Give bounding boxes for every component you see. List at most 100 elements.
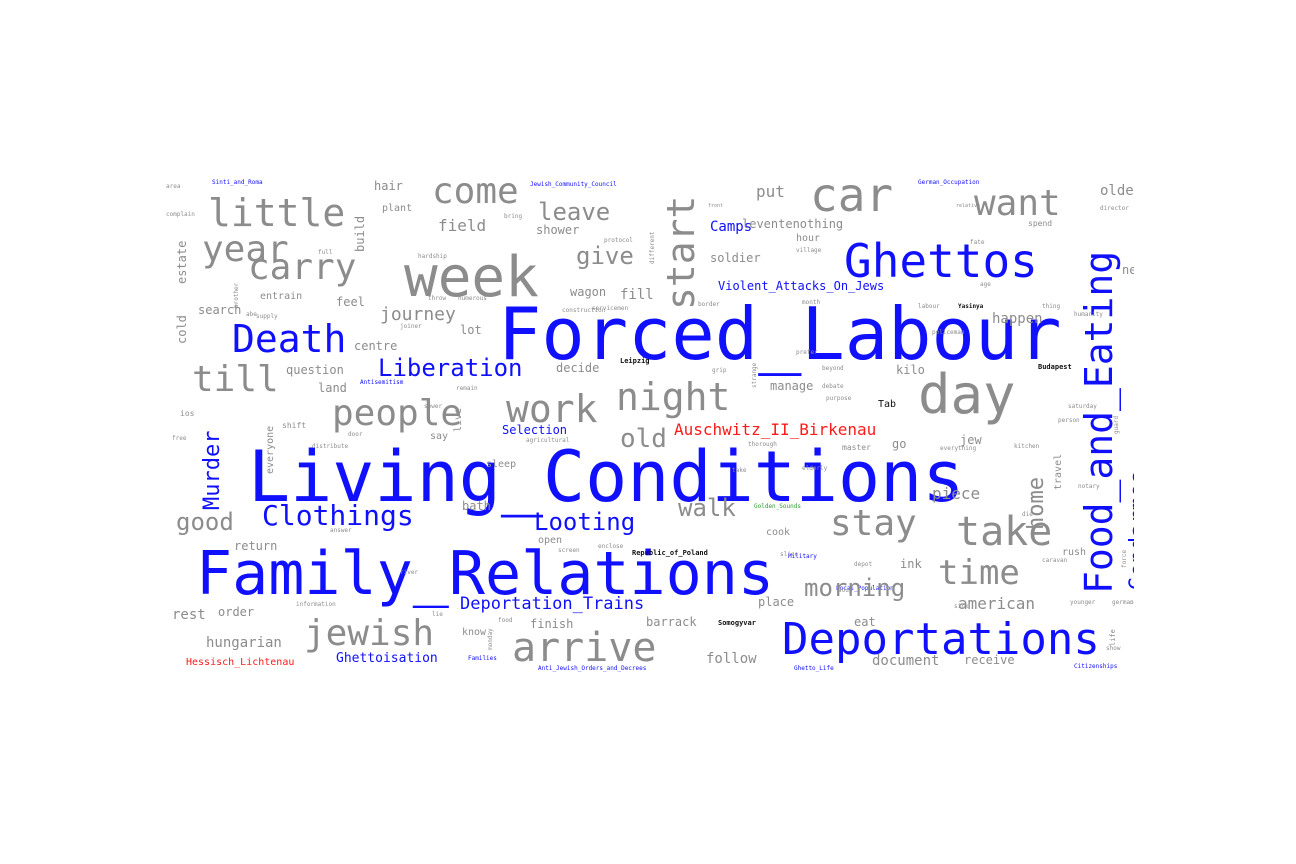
word: debate [822, 383, 844, 390]
word: order [218, 605, 255, 619]
word: master [842, 443, 871, 452]
word: food [498, 617, 513, 624]
word: brother [233, 282, 240, 308]
word: car [810, 172, 894, 222]
word: soldier [710, 251, 761, 265]
word: Deportation_Trains [460, 594, 645, 614]
word: manage [770, 379, 814, 393]
word: strange [751, 362, 758, 388]
word: hardship [418, 253, 447, 260]
word: Military [788, 553, 817, 560]
word: finish [530, 617, 574, 631]
word: door [348, 431, 363, 438]
word: estate [175, 240, 189, 284]
word: Antisemitism [360, 379, 404, 386]
word: person [1058, 417, 1080, 424]
word: bring [504, 213, 523, 220]
word: show [1106, 645, 1121, 652]
word: Jewish_Community_Council [530, 181, 617, 188]
word: give [576, 242, 634, 270]
word: full [318, 249, 333, 256]
word: Somogyvar [718, 619, 756, 627]
word: eat [854, 615, 876, 629]
word: stay [830, 503, 917, 544]
word: remain [456, 385, 478, 392]
word: know [462, 627, 487, 638]
word: fill [620, 287, 654, 303]
word: life [1109, 629, 1117, 646]
word: ink [900, 557, 922, 571]
word: arrive [512, 625, 657, 671]
word: old [620, 424, 667, 454]
word: jew [960, 433, 982, 447]
word: rest [172, 607, 206, 623]
word: Death [232, 317, 347, 361]
word: Hessisch_Lichtenau [186, 657, 295, 668]
word: leave [538, 198, 611, 226]
word: take [732, 467, 747, 474]
word: fate [970, 239, 985, 246]
word: thing [1042, 303, 1061, 310]
word: Violent_Attacks_On_Jews [718, 279, 885, 293]
word: Budapest [1038, 363, 1072, 371]
word: need [1122, 263, 1134, 277]
word: day [918, 363, 1016, 426]
word: purpose [826, 395, 852, 402]
word: area [166, 183, 181, 190]
word: younger [1070, 599, 1096, 606]
word: Clothings [262, 499, 414, 532]
word: kilo [896, 363, 925, 377]
word: time [938, 553, 1020, 593]
word: decide [556, 361, 600, 375]
word: age [980, 281, 991, 288]
word: hour [796, 233, 821, 244]
word: go [892, 437, 907, 451]
word: everyone [265, 425, 276, 474]
word: Leipzig [620, 357, 650, 365]
word: German_Occupation [918, 179, 980, 186]
word: protocol [604, 237, 633, 244]
word: open [538, 535, 563, 546]
word: front [708, 203, 724, 209]
word: Looting [534, 508, 636, 536]
word: carry [248, 247, 357, 288]
word: information [296, 601, 336, 608]
word: plant [382, 203, 413, 214]
word: week [404, 245, 539, 310]
word: entrain [260, 291, 303, 302]
word: leventenothing [742, 217, 844, 231]
word: screen [558, 547, 580, 554]
word: labour [918, 303, 940, 310]
word: field [438, 216, 487, 235]
word: jewish [304, 613, 435, 654]
word: little [208, 191, 346, 235]
word: year [202, 229, 289, 270]
word: cook [766, 527, 791, 538]
word: follow [706, 651, 757, 667]
word: Camps [710, 219, 753, 235]
word: home [1024, 477, 1049, 530]
word: take [956, 509, 1053, 555]
word: people [332, 393, 463, 434]
word: build [353, 215, 367, 252]
word: Sinti_and_Roma [212, 179, 263, 186]
word: sewer [424, 403, 443, 410]
word: throw [428, 295, 447, 302]
word: lot [460, 323, 482, 337]
word: Citizenships [1074, 663, 1118, 670]
word: return [234, 539, 278, 553]
word: thorough [748, 441, 777, 448]
word: work [506, 387, 598, 431]
word: monday [487, 628, 494, 650]
word: place [758, 595, 795, 609]
word: director [1100, 205, 1129, 212]
word: guard [1113, 415, 1120, 434]
word: policeman [932, 329, 965, 336]
word: complain [166, 211, 195, 218]
word: different [649, 231, 656, 264]
word: border [698, 301, 720, 308]
word: search [198, 303, 242, 317]
word: wagon [570, 285, 607, 299]
word: piece [932, 484, 981, 503]
word: construction [562, 307, 606, 314]
